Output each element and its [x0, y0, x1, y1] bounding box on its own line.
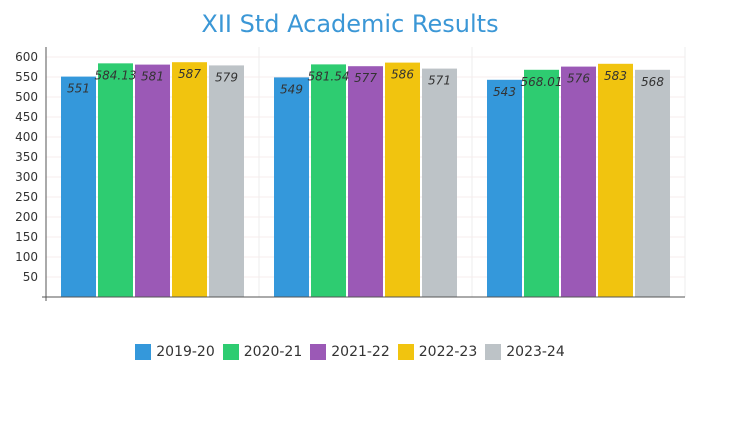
bar-value-label: 581.54 [308, 69, 350, 83]
bar-2023-24-group-1 [209, 65, 244, 298]
y-tick-label: 300 [15, 170, 38, 184]
legend-swatch [397, 344, 414, 360]
y-tick-label: 350 [15, 150, 38, 164]
legend-label: 2022-23 [418, 344, 478, 360]
bar-value-label: 571 [428, 74, 451, 88]
bar-value-label: 583 [604, 69, 627, 83]
bar-2022-23-group-3 [598, 63, 633, 297]
axis-layer: 50 100 150 200 250 300 350 400 450 500 550 600 [15, 47, 685, 301]
legend-item-2022-23[interactable]: 2022-23 [397, 344, 478, 360]
legend-item-2019-20[interactable]: 2019-20 [135, 344, 215, 360]
y-tick-label: 400 [15, 130, 38, 144]
bar-2021-22-group-3 [561, 66, 596, 297]
bar-value-label: 577 [354, 71, 377, 85]
bar-value-label: 587 [178, 67, 201, 81]
legend-item-2021-22[interactable]: 2021-22 [310, 344, 390, 360]
bar-value-label: 581 [141, 70, 164, 84]
y-tick-label: 100 [15, 250, 38, 264]
legend-label: 2020-21 [243, 344, 303, 360]
bar-value-label: 543 [493, 85, 516, 99]
bar-value-label: 579 [215, 70, 238, 84]
bar-2022-23-group-1 [172, 62, 207, 298]
legend-swatch [222, 344, 239, 360]
bar-2023-24-group-3 [635, 69, 670, 297]
label-layer: 551 584.13 581 587 579 549 581.54 577 586 571 543 5… [67, 67, 664, 99]
legend-swatch [485, 344, 502, 360]
bar-value-label: 568 [641, 75, 664, 89]
legend-item-2023-24[interactable]: 2023-24 [485, 344, 565, 360]
bar-value-label: 568.01 [521, 75, 563, 89]
legend-item-2020-21[interactable]: 2020-21 [222, 344, 303, 360]
y-tick-label: 50 [23, 270, 38, 284]
legend-label: 2021-22 [331, 344, 390, 360]
y-tick-label: 200 [15, 210, 38, 224]
y-tick-label: 250 [15, 190, 38, 204]
y-tick-label: 600 [15, 50, 38, 64]
bar-2020-21-group-3 [524, 69, 559, 298]
bar-2021-22-group-2 [348, 66, 383, 297]
bar-layer [61, 62, 670, 298]
bar-value-label: 586 [391, 68, 414, 82]
y-tick-label: 550 [15, 70, 38, 84]
bar-2019-20-group-2 [274, 77, 309, 298]
bar-value-label: 576 [567, 72, 590, 86]
legend: 2019-20 2020-21 2021-22 2022-23 2023-24 [0, 344, 700, 360]
bar-2019-20-group-3 [487, 79, 522, 297]
legend-label: 2019-20 [156, 344, 215, 360]
y-tick-label: 500 [15, 90, 38, 104]
bar-value-label: 551 [67, 82, 90, 96]
y-tick-label: 450 [15, 110, 38, 124]
legend-swatch [135, 344, 152, 360]
chart-title: XII Std Academic Results [201, 10, 499, 38]
bar-2023-24-group-2 [422, 68, 457, 297]
y-tick-label: 150 [15, 230, 38, 244]
bar-2022-23-group-2 [385, 62, 420, 297]
bar-2020-21-group-1 [98, 63, 133, 298]
bar-2021-22-group-1 [135, 64, 170, 297]
bar-2020-21-group-2 [311, 64, 346, 297]
legend-swatch [310, 344, 327, 360]
bar-2019-20-group-1 [61, 76, 96, 297]
bar-value-label: 584.13 [95, 68, 137, 82]
legend-label: 2023-24 [506, 344, 565, 360]
bar-value-label: 549 [280, 82, 303, 96]
